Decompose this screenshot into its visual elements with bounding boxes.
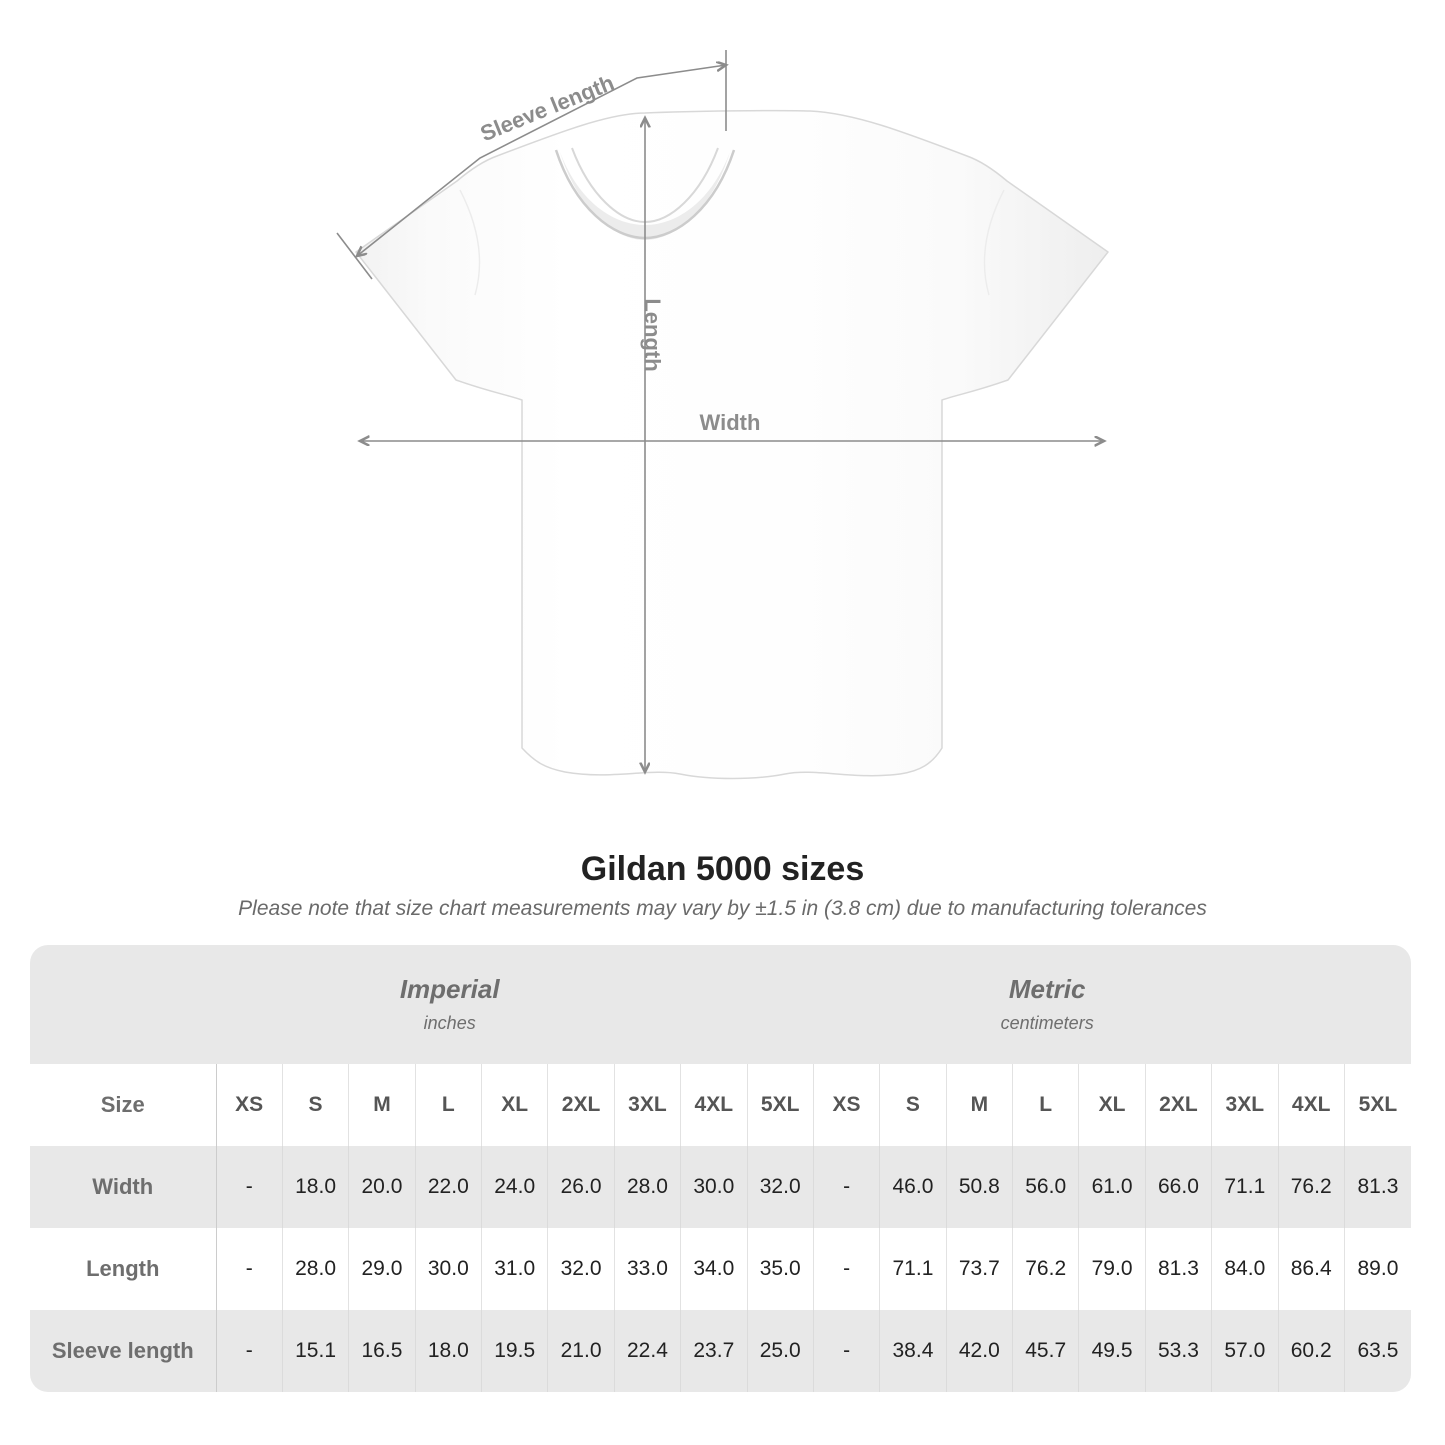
svg-text:Width: Width	[700, 410, 761, 435]
svg-text:Length: Length	[640, 298, 665, 371]
